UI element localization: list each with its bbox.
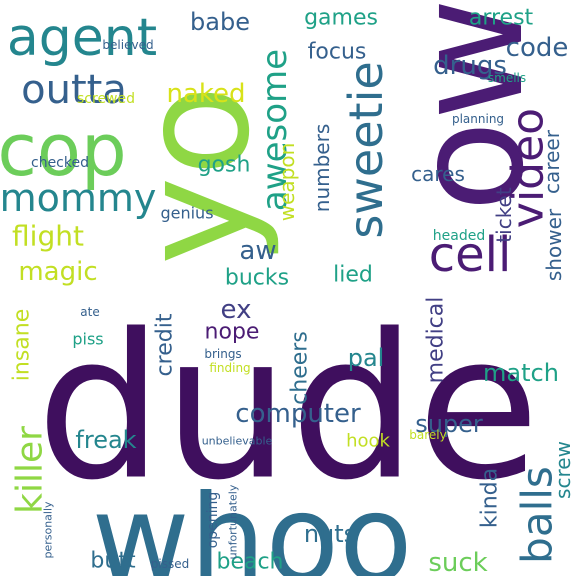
word-hook: hook — [346, 431, 390, 452]
word-magic: magic — [18, 257, 97, 287]
word-flight: flight — [12, 220, 84, 253]
word-beach: beach — [216, 550, 283, 575]
word-career: career — [540, 129, 564, 194]
word-code: code — [506, 33, 569, 63]
word-unfortunately: unfortunately — [227, 484, 240, 559]
word-lied: lied — [333, 263, 373, 288]
word-cop: cop — [0, 108, 127, 192]
word-gosh: gosh — [198, 153, 251, 178]
word-smells: smells — [488, 71, 526, 85]
word-finding: finding — [209, 361, 250, 375]
word-medical: medical — [424, 297, 449, 384]
word-drugs: drugs — [433, 51, 507, 81]
word-mommy: mommy — [0, 176, 156, 220]
word-weapon: weapon — [275, 143, 299, 222]
word-opening: opening — [205, 492, 221, 549]
word-outta: outta — [21, 67, 127, 113]
word-nuts: nuts — [304, 520, 356, 548]
word-babe: babe — [190, 8, 250, 36]
word-nope: nope — [205, 320, 260, 345]
word-sweetie: sweetie — [339, 61, 393, 238]
word-insane: insane — [10, 309, 35, 381]
word-arrest: arrest — [469, 6, 534, 31]
word-ow: ow — [383, 0, 557, 212]
word-bucks: bucks — [225, 266, 289, 291]
word-aw: aw — [239, 236, 276, 266]
word-games: games — [304, 6, 378, 31]
word-credit: credit — [153, 313, 178, 376]
word-balls: balls — [513, 466, 562, 564]
word-yo: yo — [109, 85, 283, 266]
word-focus: focus — [308, 40, 367, 65]
word-planning: planning — [452, 112, 504, 126]
word-cares: cares — [411, 162, 465, 186]
word-screwed: screwed — [77, 91, 135, 107]
word-awesome: awesome — [255, 49, 295, 211]
word-believed: believed — [102, 38, 153, 52]
word-shower: shower — [542, 208, 566, 281]
word-agent: agent — [7, 8, 157, 68]
word-kinda: kinda — [478, 468, 503, 528]
word-butt: butt — [90, 549, 136, 574]
word-cell: cell — [429, 227, 512, 283]
word-ex: ex — [221, 295, 252, 325]
word-killer: killer — [10, 426, 51, 514]
word-headed: headed — [433, 228, 485, 244]
word-computer: computer — [235, 399, 361, 429]
word-ate: ate — [80, 305, 99, 319]
word-match: match — [483, 359, 559, 387]
word-numbers: numbers — [310, 124, 334, 212]
word-checked: checked — [31, 155, 89, 171]
word-dude: dude — [36, 292, 540, 525]
word-cheers: cheers — [288, 331, 313, 405]
word-suck: suck — [428, 548, 487, 576]
word-barely: barely — [409, 428, 446, 442]
word-genius: genius — [160, 204, 213, 223]
word-whoo: whoo — [91, 471, 412, 576]
word-piss: piss — [72, 330, 103, 349]
word-super: super — [415, 410, 483, 438]
word-personally: personally — [42, 501, 55, 559]
word-brings: brings — [204, 347, 241, 361]
word-screw: screw — [551, 441, 575, 499]
word-pissed: pissed — [151, 557, 189, 571]
word-freak: freak — [75, 426, 136, 454]
word-video: video — [503, 108, 554, 228]
word-unbelievable: unbelievable — [202, 435, 273, 448]
word-naked: naked — [166, 79, 245, 109]
word-pal: pal — [348, 344, 385, 372]
word-ticket: ticket — [492, 187, 516, 243]
